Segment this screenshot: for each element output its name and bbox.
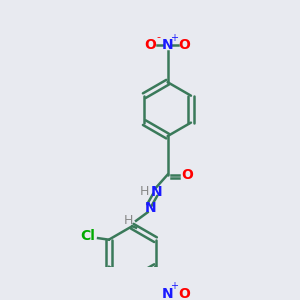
Text: N: N	[161, 286, 173, 300]
Text: O: O	[181, 168, 193, 182]
Text: O: O	[178, 286, 190, 300]
Text: O: O	[145, 38, 157, 52]
Text: +: +	[170, 281, 178, 291]
Text: O: O	[178, 38, 190, 52]
Text: N: N	[151, 184, 163, 199]
Text: Cl: Cl	[80, 229, 95, 243]
Text: H: H	[140, 185, 149, 198]
Text: N: N	[145, 202, 157, 215]
Text: N: N	[162, 38, 173, 52]
Text: +: +	[170, 32, 178, 43]
Text: -: -	[156, 32, 161, 43]
Text: H: H	[124, 214, 133, 226]
